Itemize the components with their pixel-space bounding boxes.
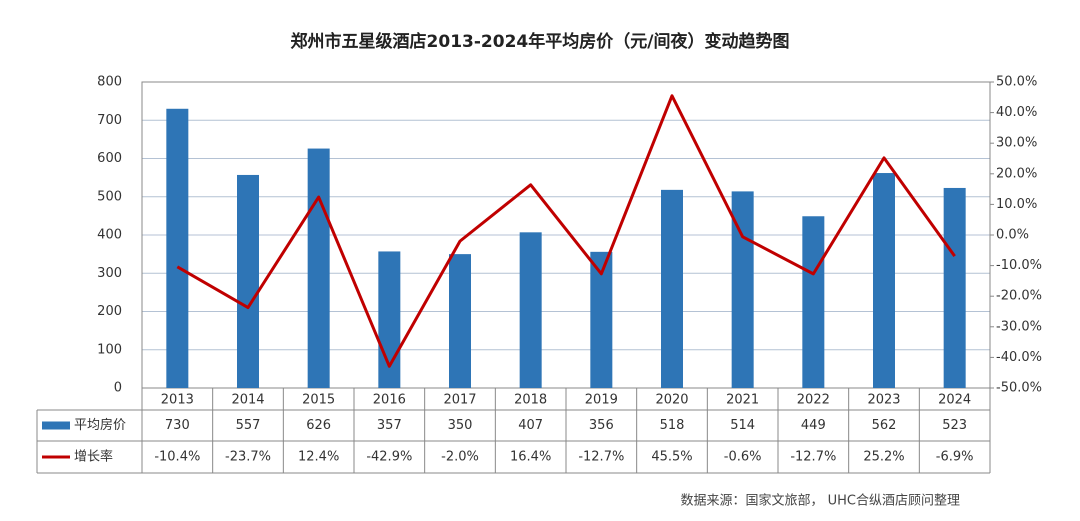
table-value: 449 — [801, 418, 826, 433]
x-tick-label: 2023 — [867, 393, 900, 408]
y2-tick-label: -50.0% — [996, 381, 1042, 396]
y-tick-label: 300 — [97, 266, 122, 281]
y-tick-label: 200 — [97, 304, 122, 319]
x-tick-label: 2015 — [302, 393, 335, 408]
bar — [166, 108, 189, 389]
y2-tick-label: -40.0% — [996, 350, 1042, 365]
table-value: -23.7% — [225, 450, 271, 465]
bar — [449, 254, 471, 388]
x-tick-label: 2019 — [585, 393, 618, 408]
table-value: 356 — [589, 418, 614, 433]
y-tick-label: 100 — [97, 342, 122, 357]
legend-swatch — [42, 421, 70, 430]
bar — [519, 232, 542, 388]
table-value: -2.0% — [441, 450, 479, 465]
table-value: 12.4% — [298, 450, 339, 465]
bar — [307, 148, 330, 388]
chart-title: 郑州市五星级酒店2013-2024年平均房价（元/间夜）变动趋势图 — [291, 31, 790, 52]
x-tick-label: 2024 — [938, 393, 971, 408]
x-tick-label: 2018 — [514, 393, 547, 408]
y-tick-label: 800 — [97, 75, 122, 90]
legend-label: 增长率 — [74, 449, 113, 465]
y2-tick-label: 50.0% — [996, 75, 1037, 90]
y2-tick-label: 10.0% — [996, 197, 1037, 212]
table-value: 25.2% — [863, 450, 904, 465]
table-value: -10.4% — [154, 450, 200, 465]
y-tick-label: 400 — [97, 228, 122, 243]
table-value: -12.7% — [578, 450, 624, 465]
bar — [873, 173, 895, 388]
table-value: 518 — [660, 418, 685, 433]
y-tick-label: 500 — [97, 189, 122, 204]
source-note: 数据来源：国家文旅部， UHC合纵酒店顾问整理 — [680, 493, 960, 509]
x-tick-label: 2013 — [161, 393, 194, 408]
x-tick-label: 2021 — [726, 393, 759, 408]
table-value: 730 — [165, 418, 190, 433]
legend-label: 平均房价 — [74, 417, 126, 433]
x-tick-label: 2017 — [443, 393, 476, 408]
table-value: 350 — [448, 418, 473, 433]
x-tick-label: 2020 — [655, 393, 688, 408]
table-value: 523 — [942, 418, 967, 433]
y2-tick-label: 0.0% — [996, 228, 1029, 243]
table-value: 626 — [306, 418, 331, 433]
table-value: 557 — [236, 418, 261, 433]
y2-tick-label: 30.0% — [996, 136, 1037, 151]
bar — [661, 189, 683, 388]
table-value: -12.7% — [790, 450, 836, 465]
bar — [943, 187, 966, 388]
table-value: 407 — [518, 418, 543, 433]
table-value: 514 — [730, 418, 755, 433]
table-value: 45.5% — [651, 450, 692, 465]
x-tick-label: 2016 — [373, 393, 406, 408]
x-tick-label: 2022 — [797, 393, 830, 408]
bar — [802, 216, 825, 388]
table-value: -42.9% — [366, 450, 412, 465]
table-value: 562 — [872, 418, 897, 433]
y2-tick-label: -10.0% — [996, 258, 1042, 273]
y2-tick-label: 40.0% — [996, 105, 1037, 120]
bar — [590, 251, 613, 388]
table-value: -0.6% — [724, 450, 762, 465]
y-tick-label: 700 — [97, 113, 122, 128]
table-value: 357 — [377, 418, 402, 433]
table-value: -6.9% — [936, 450, 974, 465]
y-tick-label: 0 — [114, 381, 122, 396]
y-tick-label: 600 — [97, 151, 122, 166]
y2-tick-label: -20.0% — [996, 289, 1042, 304]
x-tick-label: 2014 — [231, 393, 264, 408]
bar — [237, 174, 259, 388]
table-value: 16.4% — [510, 450, 551, 465]
y2-tick-label: -30.0% — [996, 319, 1042, 334]
growth-line — [176, 94, 956, 368]
y2-tick-label: 20.0% — [996, 166, 1037, 181]
